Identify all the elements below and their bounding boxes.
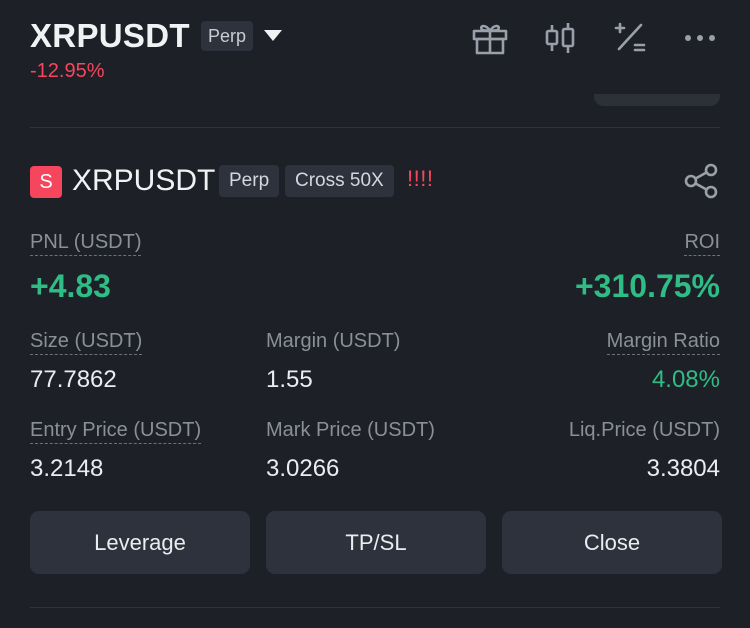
margin-mode-tag[interactable]: Cross 50X [285,165,394,197]
roi-value: +310.75% [574,268,720,304]
leverage-button[interactable]: Leverage [30,511,250,574]
liq-price-value: 3.3804 [646,455,720,482]
header: XRPUSDT Perp -12.95% [0,0,750,90]
tpsl-button[interactable]: TP/SL [266,511,486,574]
symbol-title[interactable]: XRPUSDT [30,17,190,54]
share-icon[interactable] [682,162,720,200]
calculator-icon[interactable] [610,18,650,58]
candlestick-chart-icon[interactable] [540,18,580,58]
pnl-label[interactable]: PNL (USDT) [30,231,142,256]
divider [30,127,720,128]
margin-label: Margin (USDT) [266,330,401,352]
side-badge-short: S [30,166,62,198]
roi-label[interactable]: ROI [684,231,720,256]
gift-icon[interactable] [470,18,510,58]
pnl-value: +4.83 [30,268,111,304]
size-label[interactable]: Size (USDT) [30,330,143,355]
size-value: 77.7862 [30,366,117,393]
entry-price-value: 3.2148 [30,455,104,482]
chevron-down-icon[interactable] [264,30,282,41]
risk-alert-marks: !!!! [407,166,434,191]
contract-type-tag: Perp [201,21,254,51]
mark-price-value: 3.0266 [266,455,340,482]
divider [30,607,720,608]
margin-ratio-label[interactable]: Margin Ratio [606,330,720,355]
mark-price-label: Mark Price (USDT) [266,419,435,441]
more-icon[interactable] [680,18,720,58]
position-symbol: XRPUSDT [72,164,216,197]
entry-price-label[interactable]: Entry Price (USDT) [30,419,202,444]
price-change-percent: -12.95% [30,60,105,82]
liq-price-label: Liq.Price (USDT) [568,419,720,441]
margin-ratio-value: 4.08% [651,366,720,393]
margin-value: 1.55 [266,366,313,393]
collapsed-panel-edge [594,94,720,106]
close-position-button[interactable]: Close [502,511,722,574]
position-contract-tag: Perp [219,165,280,197]
